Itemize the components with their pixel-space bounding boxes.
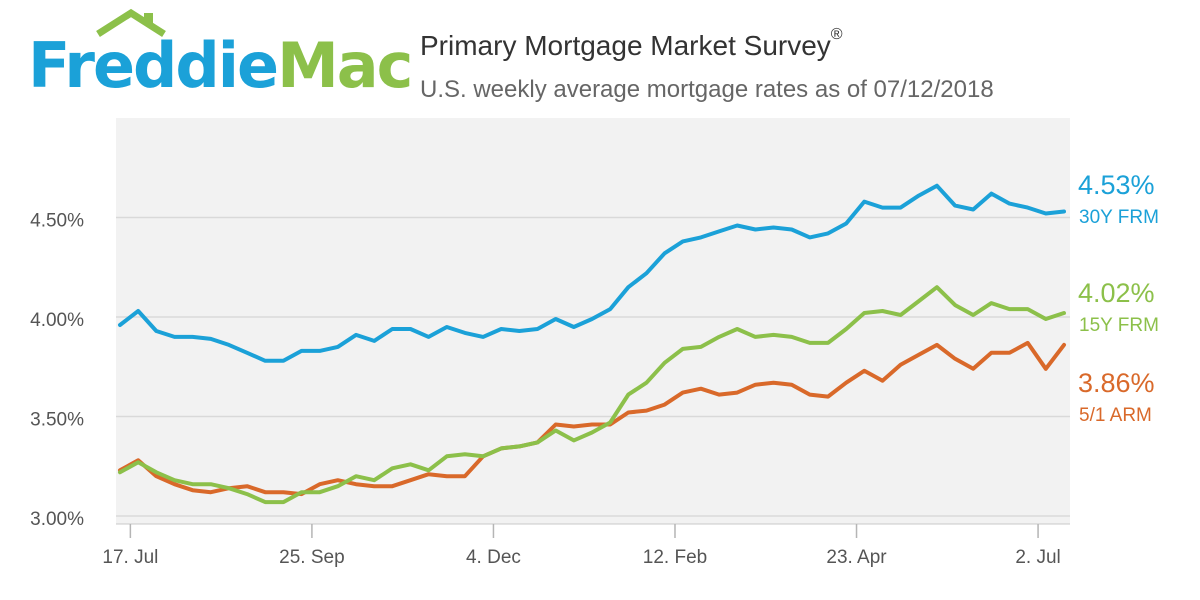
- x-tick-label: 12. Feb: [643, 547, 707, 568]
- x-tick-label: 17. Jul: [102, 547, 158, 568]
- logo-wordmark: FreddieMac: [28, 26, 413, 106]
- chart-subtitle: U.S. weekly average mortgage rates as of…: [420, 76, 994, 103]
- end-value-15y: 4.02%: [1078, 278, 1155, 308]
- freddie-mac-logo: FreddieMac: [28, 8, 413, 108]
- series-line-15y-frm: [118, 285, 1066, 505]
- x-tick-label: 25. Sep: [279, 547, 345, 568]
- end-name-30y: 30Y FRM: [1079, 207, 1159, 228]
- chart-title: Primary Mortgage Market Survey®: [420, 26, 843, 62]
- end-name-arm: 5/1 ARM: [1079, 405, 1152, 426]
- house-roof-icon: [96, 8, 166, 37]
- end-value-30y: 4.53%: [1078, 170, 1155, 200]
- axes: 3.00% 3.50% 4.00% 4.50% 17. Jul 25. Sep 4. Dec…: [30, 211, 1070, 568]
- x-tick-label: 4. Dec: [466, 547, 521, 568]
- chart-title-text: Primary Mortgage Market Survey: [420, 30, 831, 61]
- series-lines: [118, 183, 1066, 505]
- y-tick-label: 4.00%: [30, 310, 84, 331]
- plot-background: [116, 118, 1070, 524]
- y-tick-label: 3.00%: [30, 509, 84, 530]
- logo-word-mac: Mac: [277, 29, 413, 102]
- series-line-5-1-arm: [118, 340, 1066, 497]
- series-line-30y-frm: [118, 183, 1066, 363]
- logo-word-freddie: Freddie: [28, 29, 279, 102]
- y-tick-label: 3.50%: [30, 410, 84, 431]
- x-tick-label: 23. Apr: [826, 547, 887, 568]
- y-tick-label: 4.50%: [30, 211, 84, 232]
- registered-mark: ®: [830, 26, 843, 43]
- end-value-arm: 3.86%: [1078, 368, 1155, 398]
- x-tick-label: 2. Jul: [1015, 547, 1060, 568]
- end-name-15y: 15Y FRM: [1079, 315, 1159, 336]
